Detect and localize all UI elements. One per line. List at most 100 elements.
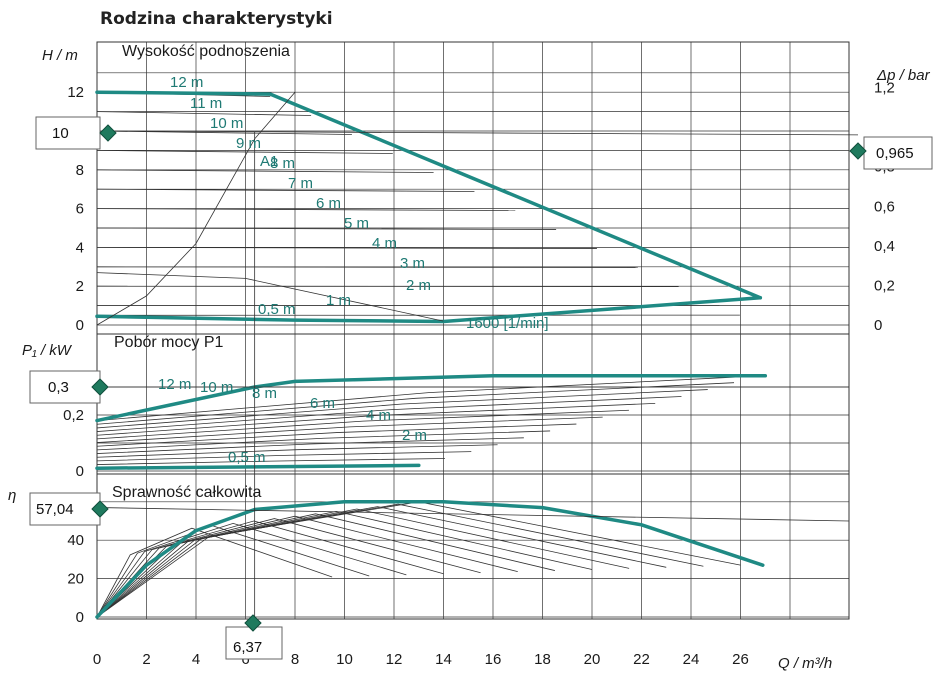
- power-panel-subtitle: Pobór mocy P1: [114, 334, 223, 351]
- setpoint-curve: [96, 227, 557, 230]
- head-tick-label: 8: [76, 162, 84, 179]
- pressure-readout-value: 0,965: [876, 145, 914, 162]
- efficiency-curve: [96, 525, 370, 618]
- efficiency-tick-label: 40: [67, 532, 84, 549]
- chart-title: Rodzina charakterystyki: [100, 9, 333, 29]
- pressure-tick-label: 0,6: [874, 198, 895, 215]
- pressure-readout-marker: [849, 142, 867, 160]
- operating-point-label: A1: [260, 153, 278, 170]
- x-tick-label: 12: [386, 651, 403, 668]
- power-curve: [96, 382, 735, 425]
- efficiency-curve: [96, 508, 630, 618]
- power-setpoint-label: 8 m: [252, 385, 277, 402]
- power-axis-label: P₁ / kW: [22, 342, 73, 359]
- power-curve: [96, 451, 472, 462]
- power-setpoint-label: 0,5 m: [228, 449, 266, 466]
- x-tick-label: 2: [142, 651, 150, 668]
- setpoint-curve: [96, 208, 516, 211]
- power-readout-value: 0,3: [48, 379, 69, 396]
- flow-readout-box: [225, 626, 283, 660]
- power-readout-marker: [91, 378, 109, 396]
- axis-ticks: 0246810121416182022242602468101200,20,40…: [63, 80, 895, 668]
- efficiency-curve: [96, 501, 741, 618]
- power-curve: [96, 402, 656, 436]
- head-setpoint-label: 8 m: [270, 155, 295, 172]
- readout-markers: 10 0,965 0,3 57,04 6,37: [29, 116, 933, 660]
- pressure-tick-label: 1,2: [874, 80, 895, 97]
- head-setpoint-label: 7 m: [288, 175, 313, 192]
- efficiency-curve: [96, 520, 444, 618]
- efficiency-curve: [96, 506, 667, 618]
- head-setpoint-label: 0,5 m: [258, 301, 296, 318]
- head-setpoint-label: 6 m: [316, 195, 341, 212]
- efficiency-readout-box: [29, 492, 101, 526]
- power-setpoint-label: 10 m: [200, 379, 233, 396]
- efficiency-tick-label: 0: [76, 609, 84, 626]
- flow-readout-marker: [244, 614, 262, 632]
- x-tick-label: 22: [633, 651, 650, 668]
- min-power-curve: [95, 463, 421, 470]
- max-head-curve: [95, 90, 763, 300]
- system-curve: [96, 91, 296, 326]
- x-tick-label: 4: [192, 651, 200, 668]
- efficiency-curve: [96, 515, 518, 618]
- x-tick-label: 26: [732, 651, 749, 668]
- power-curve: [96, 430, 551, 451]
- power-curve: [96, 437, 524, 454]
- head-readout-marker: [99, 124, 117, 142]
- min-head-curve: [95, 296, 763, 324]
- efficiency-curve: [96, 527, 333, 618]
- power-curve: [96, 409, 629, 440]
- setpoint-curve: [96, 150, 393, 154]
- head-tick-label: 6: [76, 201, 84, 218]
- efficiency-curve: [96, 510, 593, 618]
- pressure-tick-label: 0: [874, 317, 882, 334]
- power-curve: [96, 444, 498, 458]
- head-axis-label: H / m: [42, 47, 78, 64]
- power-setpoint-label: 6 m: [310, 395, 335, 412]
- x-tick-label: 24: [683, 651, 700, 668]
- power-setpoint-label: 12 m: [158, 376, 191, 393]
- head-setpoint-label: 11 m: [190, 95, 222, 112]
- x-tick-label: 0: [93, 651, 101, 668]
- head-setpoint-label: 12 m: [170, 74, 203, 91]
- head-setpoint-label: 1 m: [326, 292, 351, 309]
- x-tick-label: 14: [435, 651, 452, 668]
- head-setpoint-label: 4 m: [372, 235, 397, 252]
- power-curve: [96, 458, 446, 465]
- x-tick-label: 18: [534, 651, 551, 668]
- max-efficiency-curve: [95, 500, 765, 619]
- power-setpoint-label: 4 m: [366, 407, 391, 424]
- head-setpoint-label: 5 m: [344, 215, 369, 232]
- efficiency-panel-frame: [96, 473, 850, 620]
- head-panel-subtitle: Wysokość podnoszenia: [122, 43, 290, 60]
- setpoint-curve: [96, 266, 638, 268]
- x-tick-label: 10: [336, 651, 353, 668]
- setpoint-curve: [96, 246, 597, 249]
- efficiency-readout-value: 57,04: [36, 501, 74, 518]
- min-speed-label: 1600 [1/min]: [466, 315, 549, 332]
- head-panel-frame: [96, 41, 850, 335]
- power-curve: [96, 416, 603, 443]
- efficiency-readout-line: [99, 507, 850, 522]
- low-speed-curve: [96, 272, 444, 322]
- efficiency-tick-label: 20: [67, 571, 84, 588]
- power-setpoint-label: 2 m: [402, 427, 427, 444]
- flow-axis-label: Q / m³/h: [778, 655, 832, 672]
- power-readout-box: [29, 370, 101, 404]
- head-setpoint-label: 9 m: [236, 135, 261, 152]
- power-tick-label: 0,2: [63, 407, 84, 424]
- x-tick-label: 16: [485, 651, 502, 668]
- max-power-curve: [95, 374, 768, 423]
- efficiency-curve: [96, 513, 555, 618]
- x-tick-label: 8: [291, 651, 299, 668]
- x-tick-label: 20: [584, 651, 601, 668]
- efficiency-panel-subtitle: Sprawność całkowita: [112, 484, 262, 501]
- pressure-tick-label: 0,2: [874, 277, 895, 294]
- setpoint-labels: 12 m11 m10 m9 m8 m7 m6 m5 m4 m3 m2 m1 m0…: [158, 74, 431, 466]
- power-tick-label: 0: [76, 463, 84, 480]
- head-readout-value: 10: [52, 125, 69, 142]
- head-setpoint-label: 3 m: [400, 255, 425, 272]
- head-tick-label: 4: [76, 239, 84, 256]
